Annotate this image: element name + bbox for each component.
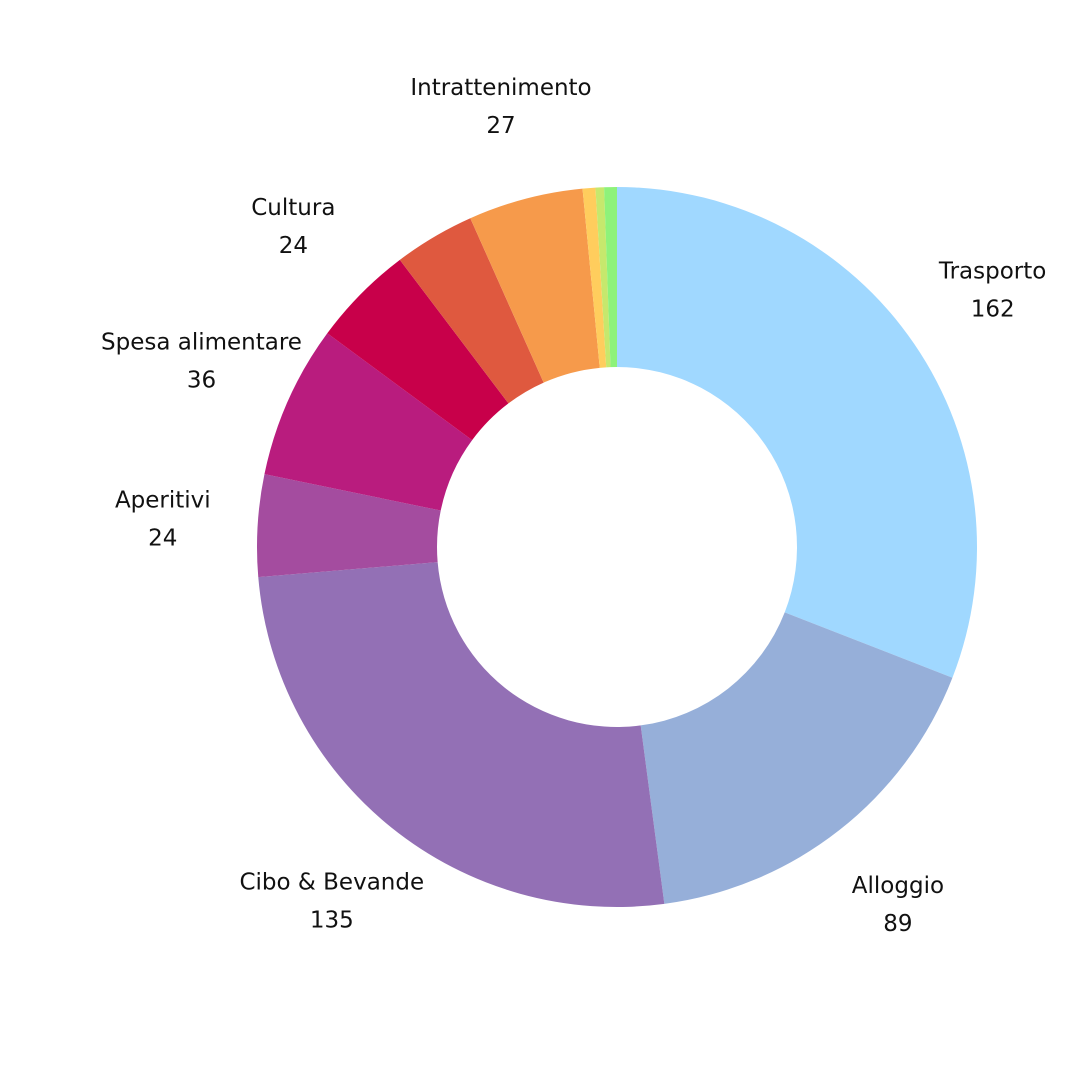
donut-labels: Trasporto 162 Alloggio 89 Cibo & Bevande 135 A…: [101, 75, 1046, 937]
slice-label: Cultura: [251, 195, 335, 221]
slice-spesa-alimentare: [264, 333, 473, 511]
slice-label: Aperitivi: [115, 488, 211, 514]
slice-alloggio: [640, 612, 953, 904]
slice-segment-8: [582, 187, 607, 368]
slice-intrattenimento: [470, 188, 600, 383]
slice-value: 27: [486, 113, 515, 139]
slice-trasporto: [617, 187, 977, 678]
slice-value: 162: [971, 296, 1015, 322]
slice-value: 24: [279, 233, 308, 259]
slice-cibo-bevande: [258, 562, 665, 908]
slice-value: 135: [310, 908, 354, 934]
slice-label: Spesa alimentare: [101, 330, 302, 356]
slice-label: Alloggio: [852, 873, 944, 899]
slice-segment-10: [604, 187, 617, 368]
slice-label: Trasporto: [938, 258, 1046, 284]
slice-segment-9: [595, 187, 611, 368]
slice-value: 36: [187, 368, 216, 394]
slice-value: 89: [883, 911, 912, 937]
slice-label: Cibo & Bevande: [239, 870, 424, 896]
slice-segment-6: [399, 218, 544, 404]
slice-value: 24: [148, 526, 177, 552]
slice-aperitivi: [257, 474, 441, 578]
slice-label: Intrattenimento: [410, 75, 591, 101]
donut-slices: [257, 187, 977, 908]
slice-cultura: [327, 259, 509, 441]
